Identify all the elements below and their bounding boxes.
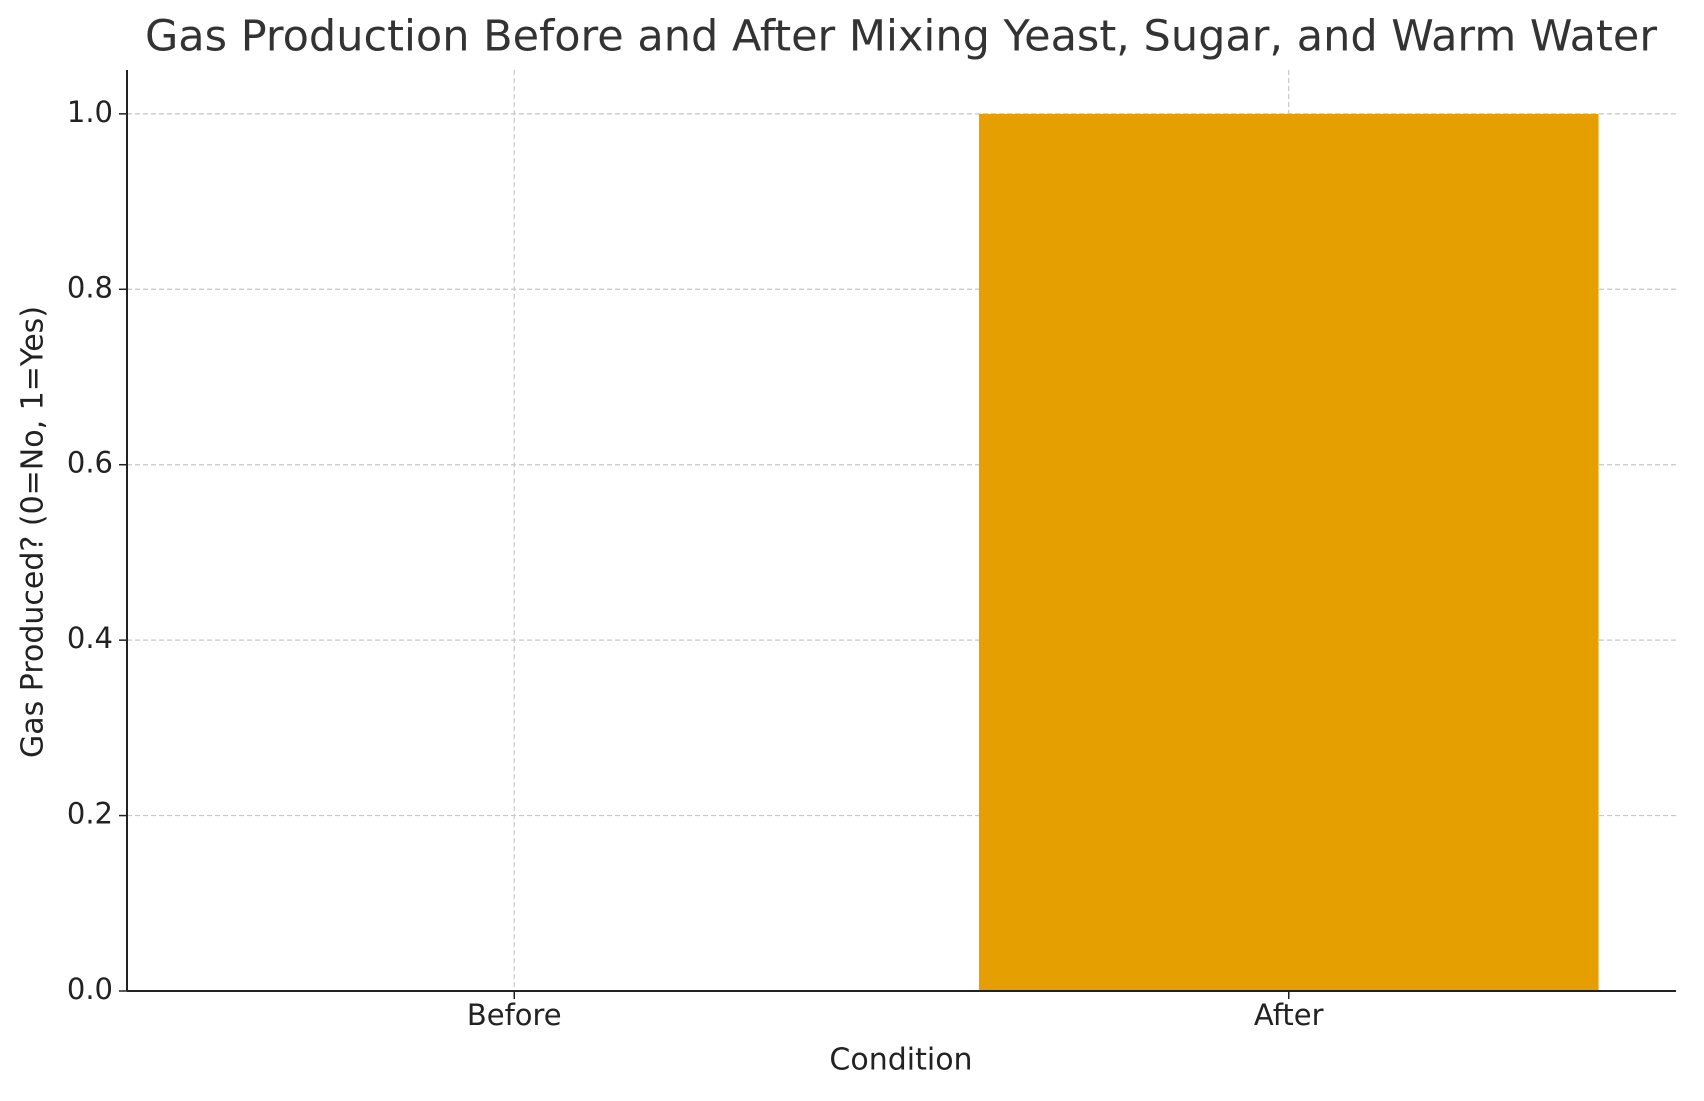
- y-tick-label: 0.8: [67, 270, 113, 304]
- y-tick-label: 0.4: [67, 621, 113, 655]
- bar: [978, 113, 1599, 992]
- x-tick-label: Before: [467, 998, 562, 1032]
- y-tick-label: 0.6: [67, 446, 113, 480]
- x-axis-title: Condition: [829, 1043, 972, 1078]
- x-tick-label: After: [1254, 998, 1324, 1032]
- y-axis-title: Gas Produced? (0=No, 1=Yes): [16, 306, 51, 758]
- chart-title: Gas Production Before and After Mixing Y…: [145, 12, 1657, 62]
- y-tick-label: 1.0: [67, 95, 113, 129]
- y-tick-label: 0.2: [67, 797, 113, 831]
- y-tick-label: 0.0: [67, 972, 113, 1006]
